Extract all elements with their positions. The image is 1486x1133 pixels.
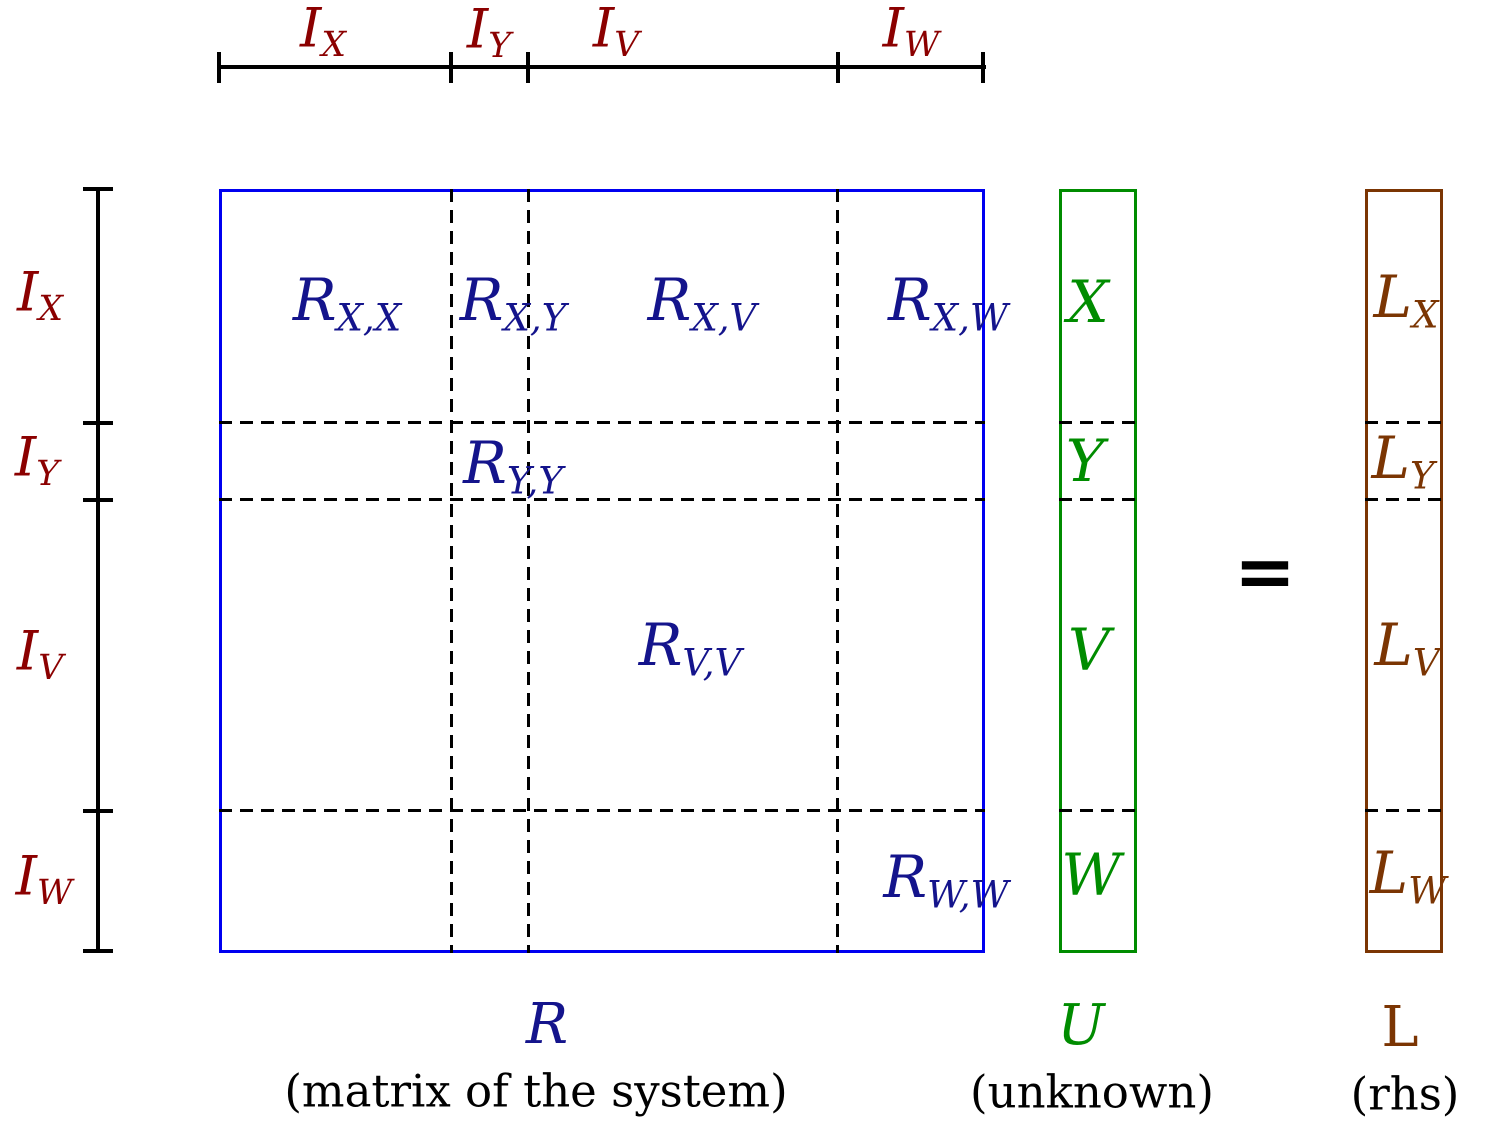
index-sub: Y (36, 454, 60, 495)
matrix-column-divider (450, 189, 453, 953)
top-index-label-ix: IX (300, 1, 346, 62)
block-base: R (292, 266, 337, 335)
left-ruler-tick (83, 809, 113, 813)
unknown-vector-divider (1059, 421, 1137, 424)
equals-sign: = (1233, 529, 1297, 615)
rhs-caption-text: (rhs) (1350, 1067, 1460, 1121)
top-ruler-line (219, 65, 986, 69)
block-sub: X,V (691, 296, 757, 340)
matrix-block-label-ryy: RY,Y (463, 434, 563, 500)
rhs-sub: W (1408, 869, 1447, 913)
index-sub: W (903, 25, 940, 66)
top-index-label-iy: IY (467, 2, 511, 63)
left-ruler-line (96, 189, 100, 953)
matrix-block-label-rxw: RX,W (888, 271, 1008, 337)
matrix-caption-symbol: R (525, 992, 569, 1057)
left-ruler-tick (83, 187, 113, 191)
index-sub: V (38, 648, 64, 689)
matrix-caption-text: (matrix of the system) (284, 1064, 788, 1118)
top-ruler-tick (449, 52, 453, 83)
rhs-vector-divider (1365, 421, 1443, 424)
unknown-vector-divider (1059, 498, 1137, 501)
rhs-caption-symbol: L (1381, 995, 1419, 1060)
rhs-vector-divider (1365, 809, 1443, 812)
top-ruler-tick (981, 52, 985, 83)
top-index-label-iv: IV (593, 1, 639, 62)
top-ruler-tick (836, 52, 840, 83)
block-sub: V,V (682, 641, 742, 685)
rhs-base: L (1374, 611, 1413, 680)
left-ruler-tick (83, 421, 113, 425)
rhs-vector-divider (1365, 498, 1443, 501)
unknown-caption-text: (unknown) (970, 1065, 1214, 1119)
block-sub: W,W (927, 873, 1009, 917)
unknown-vector-box (1059, 189, 1137, 953)
left-index-label-iy: IY (15, 430, 59, 491)
rhs-base: L (1373, 263, 1413, 332)
rhs-base: L (1369, 839, 1409, 908)
index-sub: Y (488, 26, 512, 67)
rhs-entry-lw: LW (1370, 844, 1447, 910)
unknown-entry-x: X (1067, 268, 1109, 336)
index-base: I (592, 0, 615, 60)
rhs-vector-box (1365, 189, 1443, 953)
matrix-block-label-rxx: RX,X (293, 271, 401, 337)
left-ruler-tick (83, 949, 113, 953)
left-index-label-iw: IW (16, 849, 73, 910)
block-base: R (463, 429, 507, 498)
rhs-entry-lx: LX (1374, 268, 1439, 334)
block-base: R (647, 266, 692, 335)
unknown-entry-w: W (1061, 841, 1121, 909)
block-sub: X,X (336, 296, 402, 340)
rhs-base: L (1371, 424, 1411, 493)
matrix-block-label-rxy: RX,Y (460, 271, 566, 337)
unknown-entry-v: V (1068, 616, 1110, 684)
unknown-caption-symbol: U (1057, 993, 1105, 1058)
index-base: I (466, 0, 489, 61)
matrix-block-label-rxv: RX,V (648, 271, 757, 337)
block-base: R (459, 266, 504, 335)
unknown-vector-divider (1059, 809, 1137, 812)
left-ruler-tick (83, 498, 113, 502)
block-sub: X,Y (503, 296, 567, 340)
index-base: I (16, 619, 39, 683)
index-sub: V (614, 25, 640, 66)
index-base: I (300, 0, 322, 60)
index-sub: X (38, 289, 63, 330)
top-ruler-tick (526, 52, 530, 83)
index-base: I (14, 425, 37, 489)
left-index-label-ix: IX (17, 265, 63, 326)
left-index-label-iv: IV (17, 624, 63, 685)
rhs-entry-ly: LY (1371, 429, 1434, 495)
matrix-row-divider (219, 498, 985, 501)
index-sub: W (36, 873, 73, 914)
matrix-column-divider (527, 189, 530, 953)
index-base: I (15, 844, 37, 908)
block-base: R (887, 266, 932, 335)
top-ruler-tick (217, 52, 221, 83)
matrix-block-label-rvv: RV,V (639, 616, 742, 682)
index-sub: X (321, 25, 346, 66)
rhs-sub: V (1412, 641, 1440, 685)
index-base: I (882, 0, 904, 60)
unknown-entry-y: Y (1065, 427, 1105, 495)
rhs-sub: Y (1410, 454, 1435, 498)
rhs-entry-lv: LV (1374, 616, 1439, 682)
matrix-row-divider (219, 421, 985, 424)
matrix-row-divider (219, 809, 985, 812)
block-base: R (883, 843, 928, 912)
matrix-column-divider (836, 189, 839, 953)
rhs-sub: X (1412, 293, 1439, 337)
system-matrix-box (219, 189, 985, 953)
top-index-label-iw: IW (883, 1, 940, 62)
block-base: R (638, 611, 683, 680)
matrix-block-label-rww: RW,W (883, 848, 1008, 914)
index-base: I (17, 260, 39, 324)
block-sub: X,W (931, 296, 1009, 340)
block-sub: Y,Y (506, 459, 563, 503)
